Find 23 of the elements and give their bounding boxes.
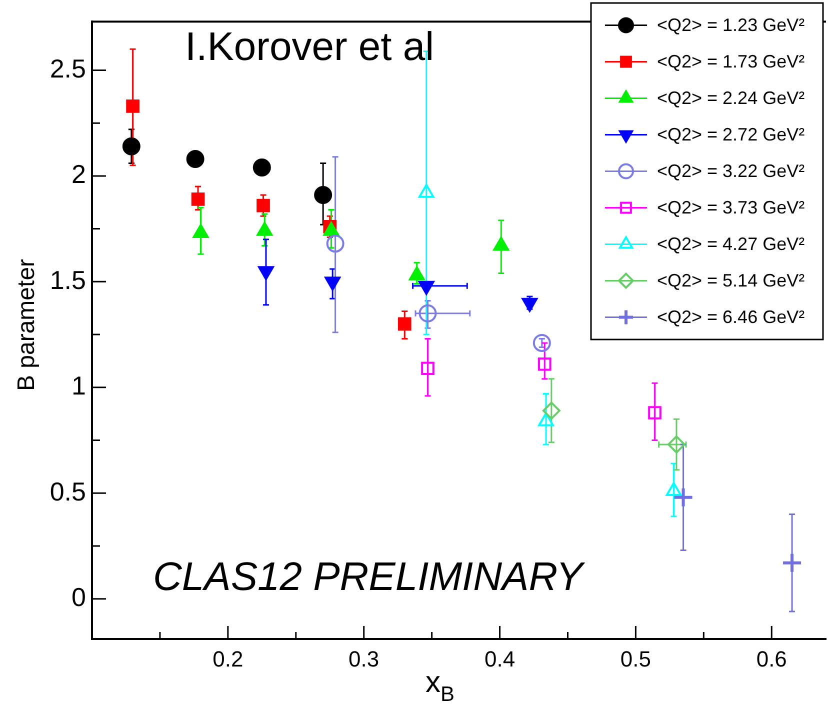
legend-label: <Q2> = 4.27 GeV² xyxy=(657,234,805,254)
x-tick-label: 0.2 xyxy=(212,646,244,672)
y-tick-label: 1.5 xyxy=(50,264,86,295)
legend-label: <Q2> = 5.14 GeV² xyxy=(657,270,805,291)
x-tick-label: 0.6 xyxy=(756,646,787,672)
x-tick-label: 0.4 xyxy=(484,646,516,672)
y-tick-label: 0.5 xyxy=(50,476,86,506)
legend-label: <Q2> = 1.23 GeV² xyxy=(657,15,805,36)
y-tick-label: 0 xyxy=(72,582,86,612)
y-tick-label: 2.5 xyxy=(50,53,86,84)
x-tick-label: 0.5 xyxy=(620,646,651,672)
annotation: CLAS12 PRELIMINARY xyxy=(153,555,586,599)
y-axis-title: B parameter xyxy=(13,258,40,392)
legend-label: <Q2> = 2.72 GeV² xyxy=(657,124,805,145)
y-tick-label: 2 xyxy=(72,159,86,190)
legend-label: <Q2> = 3.73 GeV² xyxy=(657,198,805,218)
annotation: I.Korover et al xyxy=(185,25,434,69)
legend-label: <Q2> = 2.24 GeV² xyxy=(657,88,805,108)
legend-label: <Q2> = 3.22 GeV² xyxy=(657,161,805,182)
y-tick-label: 1 xyxy=(72,370,86,401)
x-tick-label: 0.3 xyxy=(348,646,380,672)
legend-label: <Q2> = 1.73 GeV² xyxy=(657,52,805,72)
legend-label: <Q2> = 6.46 GeV² xyxy=(657,307,805,328)
